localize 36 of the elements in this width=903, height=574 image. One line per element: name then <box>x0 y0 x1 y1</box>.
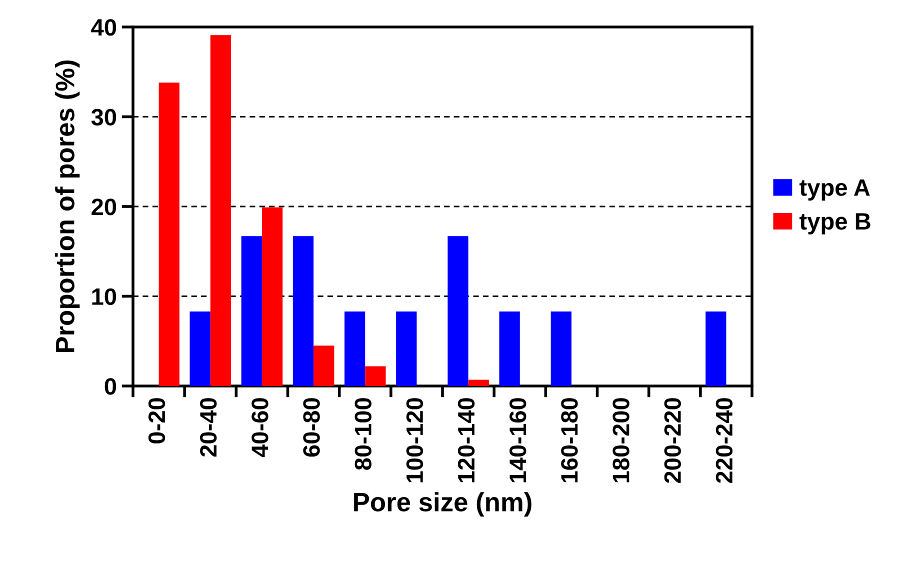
bar <box>365 366 386 386</box>
bar <box>314 346 334 386</box>
bar <box>499 312 520 386</box>
legend-label: type A <box>800 179 870 201</box>
x-tick-label: 220-240 <box>716 398 733 483</box>
y-tick-label: 30 <box>91 108 116 126</box>
x-tick-label: 60-80 <box>303 398 320 457</box>
x-axis-title: Pore size (nm) <box>354 492 532 517</box>
x-tick-label: 100-120 <box>406 398 424 482</box>
y-tick-label: 20 <box>92 198 116 216</box>
x-tick-label: 40-60 <box>252 398 268 458</box>
bar <box>396 312 417 386</box>
bar <box>468 380 489 386</box>
x-tick-label: 180-200 <box>612 398 630 482</box>
bar <box>190 312 210 386</box>
y-axis-title: Proportion of pores (%) <box>55 60 80 352</box>
x-tick-label: 160-180 <box>561 398 578 482</box>
bar <box>158 82 180 386</box>
bar <box>448 236 468 386</box>
x-tick-label: 200-220 <box>664 398 681 483</box>
bar <box>292 236 314 386</box>
y-tick-label: 10 <box>92 288 116 306</box>
y-tick-label: 0 <box>104 378 116 395</box>
x-tick-label: 140-160 <box>509 398 526 482</box>
bar <box>210 35 232 386</box>
bar <box>262 207 283 386</box>
bar <box>344 312 366 386</box>
x-tick-label: 80-100 <box>354 398 372 470</box>
bar <box>241 236 262 386</box>
bar <box>706 312 726 386</box>
bar <box>550 312 572 386</box>
y-tick-label: 40 <box>91 19 116 36</box>
x-tick-label: 0-20 <box>148 398 166 444</box>
x-tick-label: 120-140 <box>458 398 475 482</box>
legend-label: type B <box>800 213 870 234</box>
x-tick-label: 20-40 <box>200 398 217 457</box>
